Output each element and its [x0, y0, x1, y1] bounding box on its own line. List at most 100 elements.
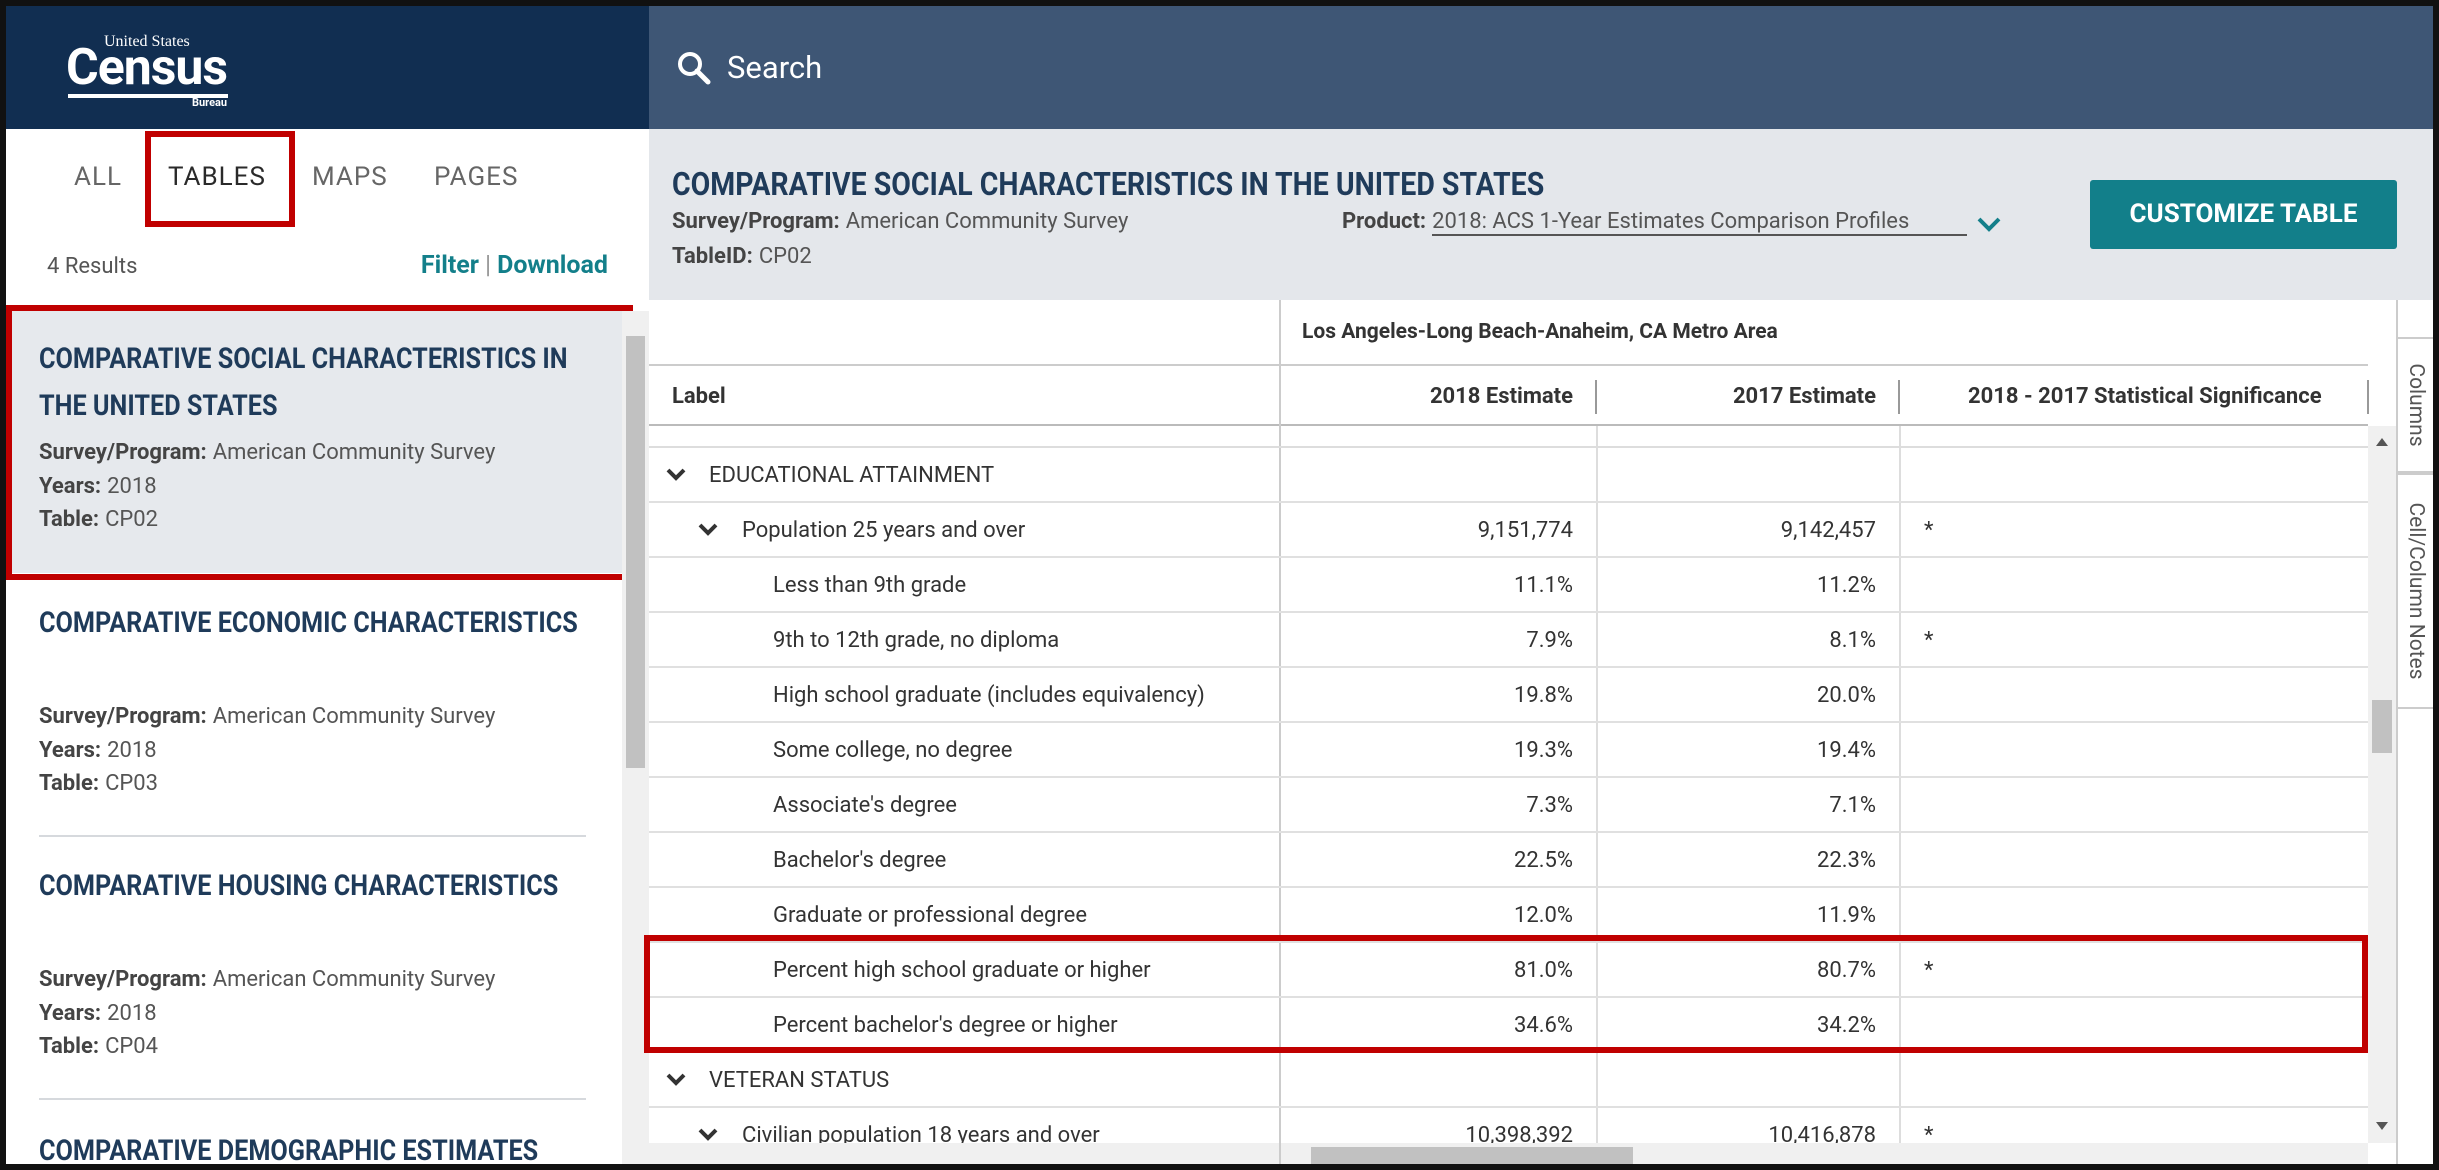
field-value: CP02	[758, 244, 812, 269]
table-row	[649, 448, 2368, 503]
field-value: 2018	[107, 1000, 157, 1026]
row-label: Less than 9th grade	[773, 572, 967, 598]
expand-chevron	[698, 523, 718, 536]
field-label: Survey/Program:	[672, 209, 840, 234]
tab[interactable]: MAPS	[312, 161, 388, 192]
cell-2017: 19.4%	[1816, 737, 1876, 763]
column-resizer	[2367, 380, 2369, 414]
logo-top: United States	[104, 33, 190, 50]
field-label: Survey/Program:	[39, 704, 207, 729]
field-value: CP04	[105, 1034, 159, 1059]
column-resizer	[1595, 380, 1597, 414]
cell-2018: 19.3%	[1513, 737, 1573, 763]
h-scroll-thumb	[1311, 1147, 1633, 1164]
column-header: 2018 Estimate	[1429, 383, 1573, 409]
scroll-down	[2376, 1122, 2388, 1130]
tab[interactable]: PAGES	[434, 161, 519, 192]
row-label: Associate's degree	[773, 792, 957, 818]
result-divider	[39, 1098, 586, 1100]
table-row	[649, 558, 2368, 613]
result-field: Years: 2018	[39, 998, 157, 1030]
row-label: Population 25 years and over	[742, 517, 1026, 543]
column-header: 2017 Estimate	[1732, 383, 1876, 409]
field-label: Years:	[39, 737, 102, 763]
result-title[interactable]: COMPARATIVE SOCIAL CHARACTERISTICS IN TH…	[39, 342, 568, 423]
selected-item-bg	[6, 305, 627, 573]
result-field: Table: CP02	[39, 504, 158, 536]
cell-2017: 11.9%	[1816, 902, 1876, 928]
v-scroll-thumb	[2372, 700, 2392, 753]
result-field: Years: 2018	[39, 735, 157, 767]
cell-2017: 34.2%	[1816, 1012, 1876, 1038]
field-value: 2018	[107, 473, 157, 499]
side-tab[interactable]: Columns	[2396, 337, 2433, 473]
field-label: Years:	[39, 1000, 102, 1026]
clipped-row	[649, 426, 2368, 448]
cell-significance: *	[1924, 957, 1934, 983]
cell-2018: 7.9%	[1526, 627, 1573, 653]
cell-2018: 12.0%	[1513, 902, 1573, 928]
tab[interactable]: TABLES	[168, 161, 266, 192]
field-label: Product:	[1342, 209, 1427, 234]
filter-link[interactable]: Filter	[420, 251, 479, 280]
tab[interactable]: ALL	[74, 161, 122, 192]
cell-2017: 8.1%	[1829, 627, 1876, 653]
cell-2017: 11.2%	[1816, 572, 1876, 598]
logo-main: Census	[66, 38, 228, 97]
field-label: Survey/Program:	[39, 440, 207, 465]
col-header	[649, 366, 2368, 426]
field-value: CP03	[105, 771, 159, 796]
cell-2017: 7.1%	[1829, 792, 1876, 818]
field-value: 2018	[107, 737, 157, 763]
search-input[interactable]: Search	[727, 48, 823, 86]
geo-header	[649, 300, 2368, 366]
field-label: TableID:	[672, 244, 753, 269]
download-link[interactable]: Download	[497, 251, 608, 280]
table-row	[649, 723, 2368, 778]
result-field: Table: CP03	[39, 768, 158, 800]
column-header: Label	[672, 383, 726, 409]
table-row	[649, 668, 2368, 723]
survey-line: Survey/Program: American Community Survey	[672, 206, 1128, 238]
logo-underline	[68, 94, 228, 98]
field-value[interactable]: 2018: ACS 1-Year Estimates Comparison Pr…	[1432, 209, 1968, 236]
search-bar[interactable]	[649, 6, 2433, 129]
table-row	[649, 1053, 2368, 1108]
cell-2017: 9,142,457	[1780, 517, 1876, 543]
cell-2018: 19.8%	[1513, 682, 1573, 708]
tab-highlight	[145, 131, 295, 227]
table-row	[649, 503, 2368, 558]
product-chevron	[1977, 217, 2001, 232]
separator: |	[484, 251, 492, 280]
table-row	[649, 833, 2368, 888]
field-value: American Community Survey	[845, 209, 1129, 234]
row-label: Civilian population 18 years and over	[742, 1122, 1100, 1144]
row-label: Graduate or professional degree	[773, 902, 1087, 928]
column-resizer	[1898, 380, 1900, 414]
side-tab-label: Columns	[2403, 363, 2428, 447]
cell-2017: 10,416,878	[1768, 1122, 1876, 1144]
left-scroll-thumb	[626, 336, 645, 768]
geography-label: Los Angeles-Long Beach-Anaheim, CA Metro…	[1302, 320, 1778, 344]
result-field: Survey/Program: American Community Survey	[39, 701, 495, 733]
logo-bottom: Bureau	[192, 95, 228, 109]
row-label: Some college, no degree	[773, 737, 1013, 763]
cell-2018: 34.6%	[1513, 1012, 1573, 1038]
result-divider	[39, 835, 586, 837]
result-title[interactable]: COMPARATIVE HOUSING CHARACTERISTICS	[39, 869, 559, 903]
result-title[interactable]: COMPARATIVE DEMOGRAPHIC ESTIMATES	[39, 1134, 539, 1168]
tableid-line: TableID: CP02	[672, 241, 812, 273]
side-tab[interactable]: Cell/Column Notes	[2396, 473, 2433, 709]
logo-bar	[6, 6, 649, 129]
result-field: Table: CP04	[39, 1031, 158, 1063]
customize-button[interactable]: CUSTOMIZE TABLE	[2090, 180, 2397, 249]
cell-2017: 80.7%	[1816, 957, 1876, 983]
customize-label: CUSTOMIZE TABLE	[2129, 198, 2358, 229]
field-label: Table:	[39, 771, 100, 796]
cell-divider	[1899, 426, 1901, 1143]
field-value: CP02	[105, 507, 159, 532]
cell-2018: 7.3%	[1526, 792, 1573, 818]
table-row	[649, 778, 2368, 833]
result-title[interactable]: COMPARATIVE ECONOMIC CHARACTERISTICS	[39, 606, 578, 640]
table-title: COMPARATIVE SOCIAL CHARACTERISTICS IN TH…	[672, 165, 1545, 203]
